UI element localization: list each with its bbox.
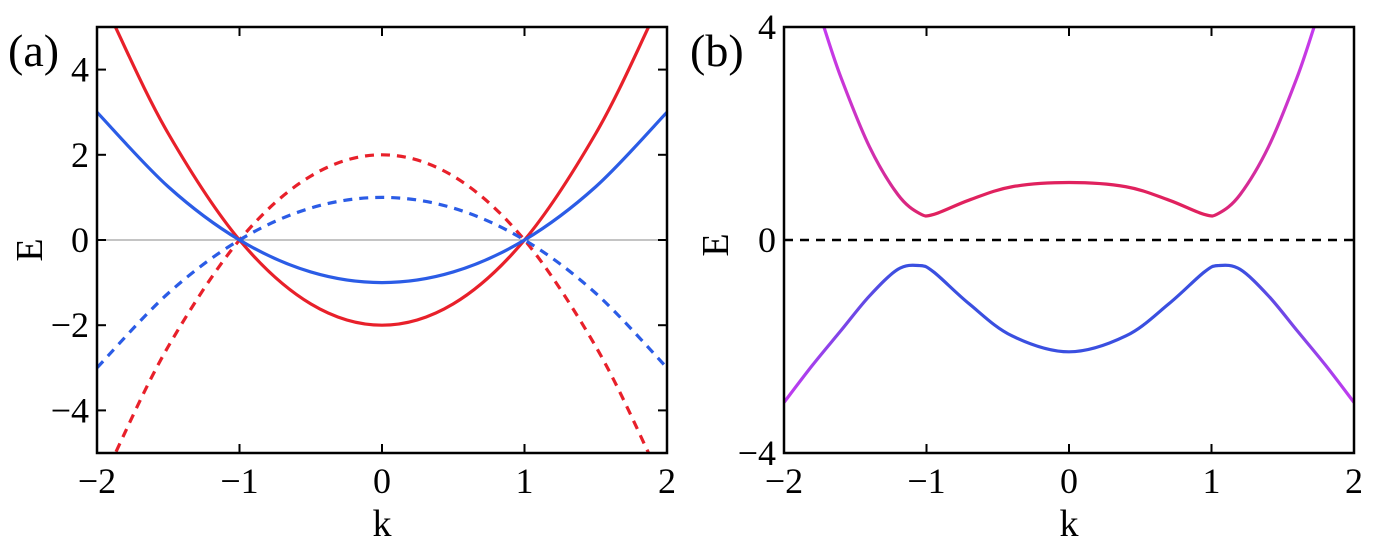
panel-b-series-2-line (784, 263, 1354, 404)
panel-a: (a) −2 −1 0 1 2 −4 −2 0 2 4 k E (8, 25, 676, 544)
panel-b-xtick-label: −1 (907, 461, 945, 501)
panel-a-series-3-line (97, 111, 667, 285)
panel-a-xtick-label: −2 (78, 461, 116, 501)
panel-a-series-group (97, 27, 667, 453)
panel-b: (b) −2 −1 0 1 2 −4 0 4 k E (690, 7, 1363, 544)
panel-a-series-4-line (97, 195, 667, 369)
panel-b-ylabel: E (695, 233, 737, 256)
panel-a-series-1-line (113, 27, 651, 327)
panel-a-ytick-label: 4 (71, 50, 89, 90)
panel-b-ytick-label: −4 (738, 433, 776, 473)
panel-b-xtick-label: 1 (1203, 461, 1221, 501)
panel-a-ticks: −2 −1 0 1 2 −4 −2 0 2 4 (51, 27, 676, 501)
panel-b-xlabel: k (1060, 503, 1079, 544)
panel-a-xtick-label: −1 (220, 461, 258, 501)
panel-a-xlabel: k (373, 503, 392, 544)
panel-a-xtick-label: 0 (373, 461, 391, 501)
panel-b-ticks: −2 −1 0 1 2 −4 0 4 (738, 7, 1363, 501)
panel-b-ytick-label: 4 (758, 7, 776, 47)
panel-a-series-2-line (113, 153, 651, 453)
panel-a-xtick-label: 2 (658, 461, 676, 501)
panel-b-xtick-label: 2 (1345, 461, 1363, 501)
panel-b-label: (b) (690, 25, 744, 76)
panel-b-series-group (784, 27, 1354, 404)
panel-b-xtick-label: −2 (765, 461, 803, 501)
panel-b-series-1-line (822, 27, 1316, 218)
panel-a-ytick-label: −4 (51, 390, 89, 430)
panel-a-ytick-label: −2 (51, 305, 89, 345)
panel-a-ylabel: E (9, 238, 51, 261)
panel-a-xtick-label: 1 (516, 461, 534, 501)
panel-a-label: (a) (8, 25, 59, 76)
panel-a-ytick-label: 2 (71, 135, 89, 175)
panel-b-xtick-label: 0 (1060, 461, 1078, 501)
panel-b-ytick-label: 0 (758, 220, 776, 260)
panel-a-ytick-label: 0 (71, 220, 89, 260)
